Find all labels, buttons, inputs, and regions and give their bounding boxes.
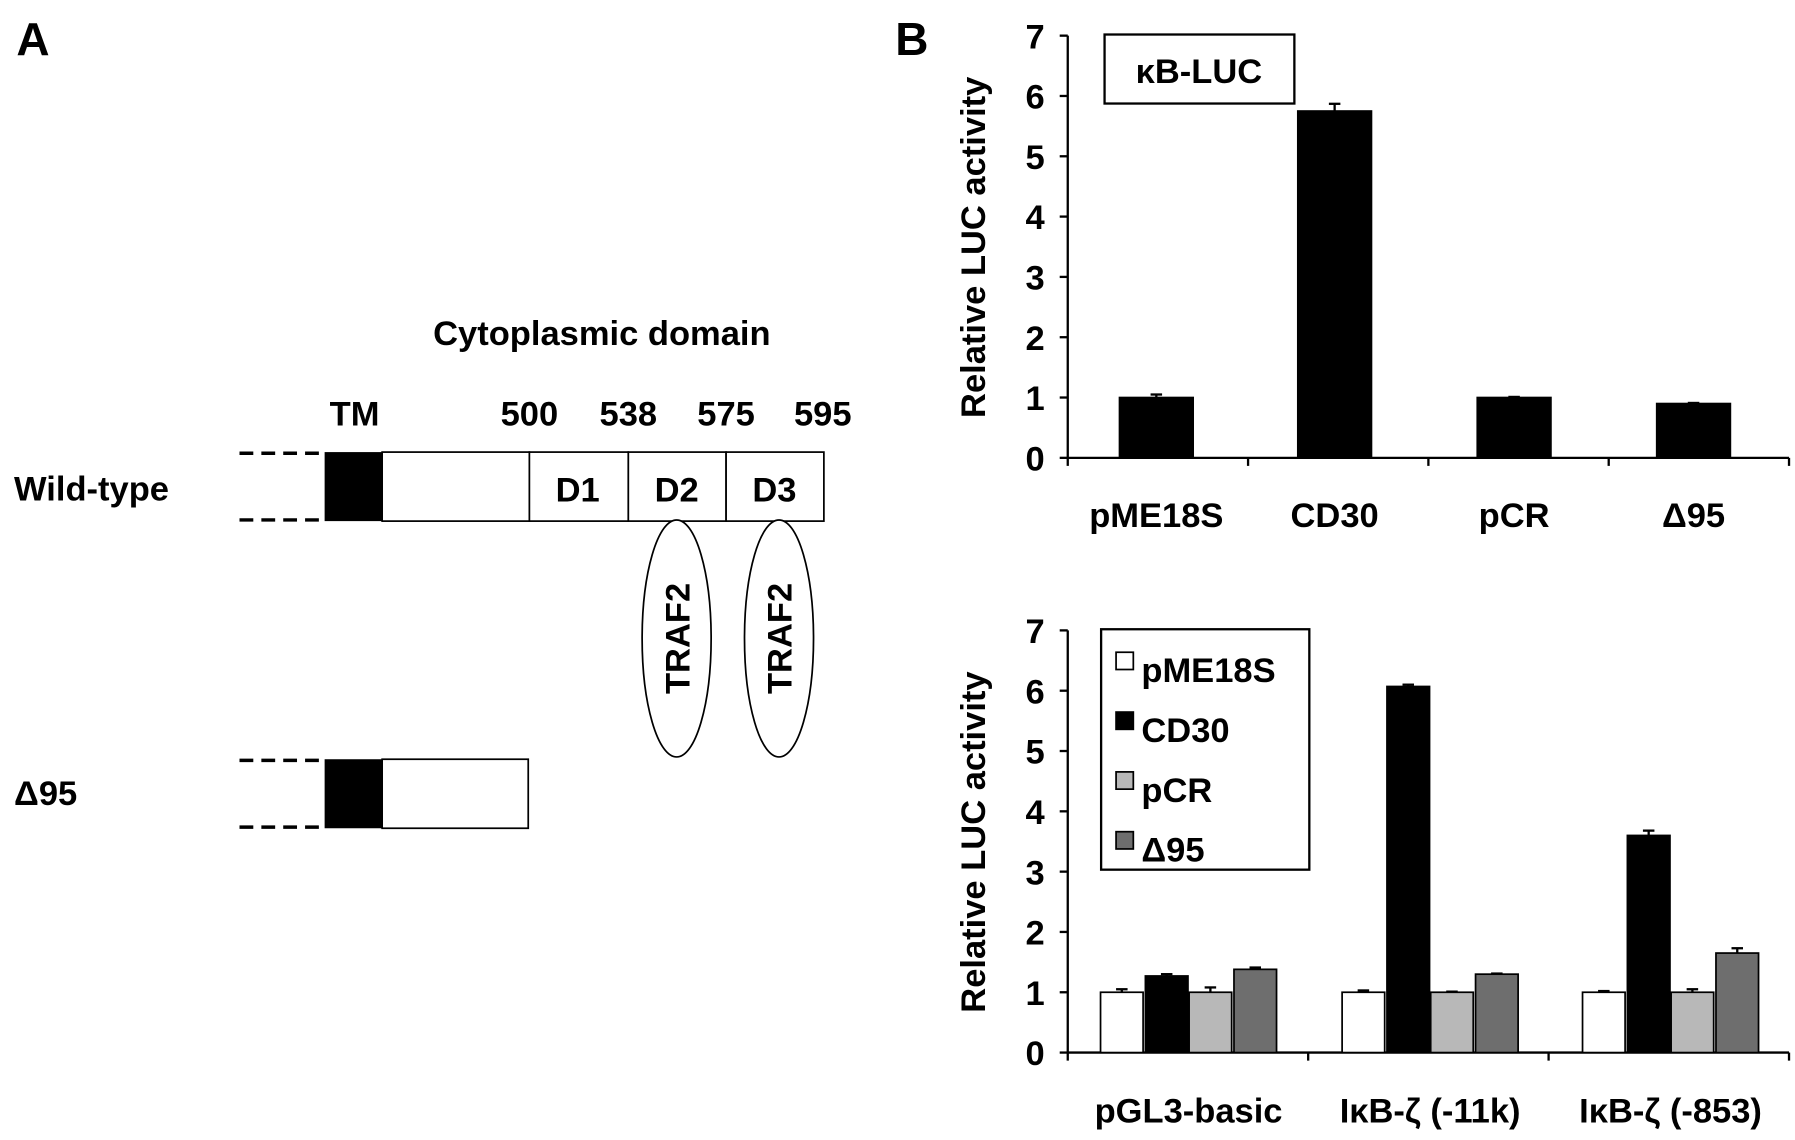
traf2-label: TRAF2 <box>659 583 697 694</box>
legend-swatch <box>1115 771 1135 791</box>
y-tick-label: 5 <box>1026 734 1045 772</box>
position-538: 538 <box>600 396 658 434</box>
legend-swatch <box>1115 711 1135 731</box>
y-tick-label: 6 <box>1026 79 1045 117</box>
position-500: 500 <box>501 396 559 434</box>
juxtamembrane-region <box>381 451 531 522</box>
d1-label: D1 <box>556 472 600 510</box>
delta95-label: Δ95 <box>14 775 77 813</box>
y-tick-label: 2 <box>1026 320 1045 358</box>
truncated-cytoplasmic-region <box>381 758 530 830</box>
wild-type-label: Wild-type <box>14 470 169 508</box>
bar <box>1626 834 1671 1054</box>
tm-label: TM <box>330 396 380 434</box>
chart-title-box <box>1103 33 1296 105</box>
delta95-construct: Δ95 <box>14 758 530 830</box>
legend: pME18S CD30 pCR Δ95 <box>1099 628 1311 871</box>
bar <box>1429 991 1475 1054</box>
y-tick-label: 1 <box>1026 380 1045 418</box>
y-tick-label: 4 <box>1026 794 1045 832</box>
bar <box>1386 685 1431 1054</box>
x-tick-label: IκB-ζ (-853) <box>1579 1093 1762 1131</box>
x-tick-label: pCR <box>1479 497 1550 535</box>
d2-label: D2 <box>655 472 699 510</box>
x-tick-label: pGL3-basic <box>1095 1093 1283 1131</box>
traf2-ellipse <box>743 519 815 758</box>
tm-domain <box>324 759 383 829</box>
tm-domain <box>324 452 383 522</box>
legend-box <box>1099 628 1311 871</box>
chart-title: κB-LUC <box>1136 53 1263 91</box>
bar <box>1474 973 1519 1054</box>
bar <box>1341 991 1386 1054</box>
x-tick-label: pME18S <box>1089 497 1223 535</box>
bar <box>1655 402 1732 459</box>
domain-d2 <box>627 451 727 522</box>
kb-luc-chart: κB-LUC Relative LUC activity 0 1 2 3 4 5 6 7 pME… <box>955 18 1791 535</box>
legend-label: Δ95 <box>1141 832 1204 870</box>
bar <box>1670 991 1715 1054</box>
bar <box>1099 991 1144 1054</box>
y-tick-label: 7 <box>1026 613 1045 651</box>
d3-label: D3 <box>752 472 796 510</box>
legend-label: pCR <box>1141 772 1212 810</box>
y-tick-label: 0 <box>1026 1035 1045 1073</box>
bar <box>1144 975 1189 1054</box>
bar <box>1476 396 1552 459</box>
bar <box>1296 110 1373 459</box>
y-tick-label: 6 <box>1026 673 1045 711</box>
domain-d1 <box>528 451 630 522</box>
ikb-zeta-chart: Relative LUC activity 0 1 2 3 4 5 6 7 pGL3-basic… <box>955 613 1791 1131</box>
y-tick-label: 0 <box>1026 440 1045 478</box>
y-tick-label: 7 <box>1026 18 1045 56</box>
legend-label: CD30 <box>1141 712 1229 750</box>
legend-label: pME18S <box>1141 652 1275 690</box>
bar <box>1188 991 1233 1054</box>
y-axis-label: Relative LUC activity <box>955 671 993 1012</box>
position-595: 595 <box>794 396 852 434</box>
bar <box>1581 991 1626 1054</box>
y-tick-label: 1 <box>1026 975 1045 1013</box>
x-tick-label: IκB-ζ (-11k) <box>1340 1093 1521 1131</box>
traf2-ellipse <box>641 519 713 758</box>
bar <box>1715 952 1760 1054</box>
legend-swatch <box>1115 830 1135 850</box>
traf2-label: TRAF2 <box>762 583 800 694</box>
x-tick-label: CD30 <box>1291 497 1379 535</box>
y-tick-label: 3 <box>1026 854 1045 892</box>
wild-type-construct: Wild-type D1 D2 D3 TRAF2 TRAF2 <box>14 451 825 758</box>
y-tick-label: 2 <box>1026 915 1045 953</box>
legend-swatch <box>1115 651 1135 671</box>
panel-a-label: A <box>16 13 49 65</box>
bar <box>1233 968 1278 1054</box>
y-axis-label: Relative LUC activity <box>955 77 993 418</box>
y-tick-label: 3 <box>1026 260 1045 298</box>
y-tick-label: 5 <box>1026 139 1045 177</box>
bar <box>1118 396 1195 459</box>
panel-b-label: B <box>895 13 928 65</box>
position-575: 575 <box>697 396 755 434</box>
x-tick-label: Δ95 <box>1662 497 1725 535</box>
cytoplasmic-domain-heading: Cytoplasmic domain <box>433 315 770 353</box>
y-tick-label: 4 <box>1026 199 1045 237</box>
